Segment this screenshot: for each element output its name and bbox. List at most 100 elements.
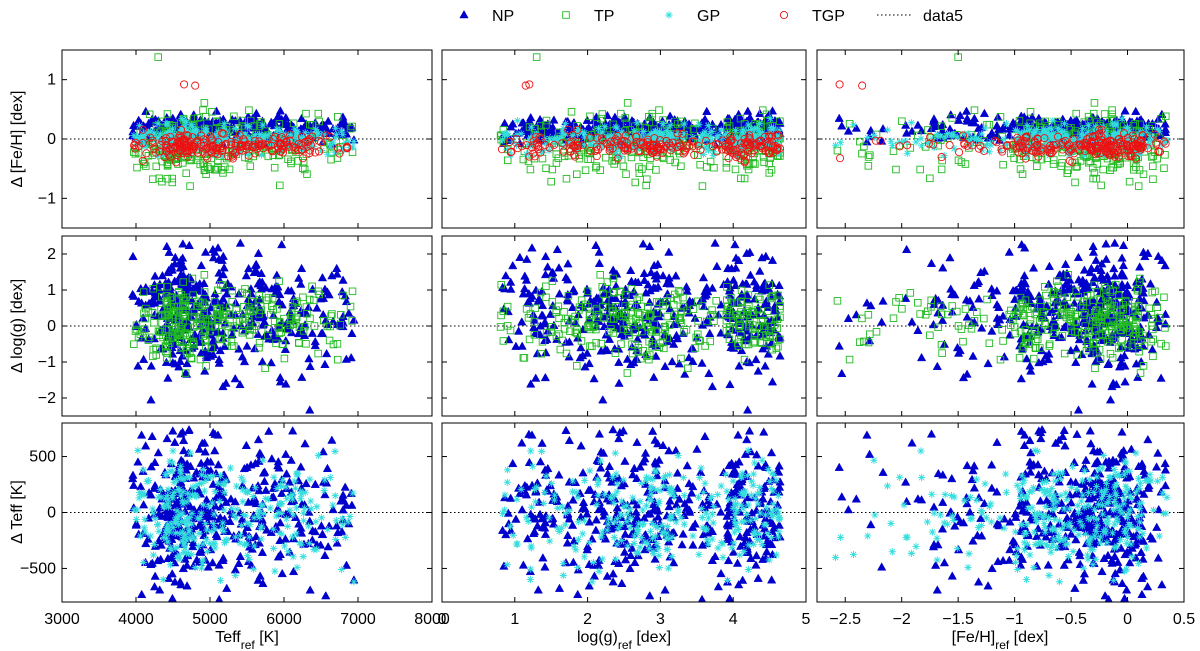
point-np	[305, 361, 315, 370]
point-np	[318, 309, 328, 319]
point-tp	[1090, 99, 1099, 107]
point-tp	[239, 303, 248, 311]
point-tgp	[765, 148, 774, 158]
point-tgp	[1019, 136, 1028, 145]
point-gp	[1051, 136, 1059, 145]
point-tgp	[1087, 137, 1096, 147]
point-tgp	[1067, 144, 1077, 154]
point-tp	[163, 110, 172, 118]
point-np	[170, 259, 180, 268]
point-gp	[501, 129, 509, 137]
point-gp	[239, 136, 247, 145]
point-np	[538, 311, 548, 320]
point-np	[157, 270, 168, 280]
point-tp	[641, 124, 649, 132]
point-tp	[287, 311, 296, 319]
point-tgp	[1124, 146, 1133, 155]
point-np	[519, 283, 530, 293]
point-np	[620, 284, 631, 293]
point-gp	[238, 130, 246, 138]
point-tgp	[505, 137, 514, 147]
point-gp	[557, 133, 565, 142]
point-np	[182, 358, 192, 368]
point-tgp	[979, 146, 989, 155]
point-gp	[179, 126, 187, 134]
point-tgp	[1022, 133, 1031, 142]
point-gp	[608, 132, 616, 140]
point-gp	[226, 136, 235, 144]
point-gp	[701, 128, 709, 136]
point-gp	[537, 149, 546, 157]
point-np	[929, 114, 939, 123]
point-tgp	[190, 140, 199, 149]
point-tp	[575, 154, 584, 163]
legend-item-data5: data5	[877, 8, 963, 25]
point-np	[707, 381, 717, 391]
point-tgp	[1065, 156, 1074, 165]
point-gp	[658, 130, 666, 138]
point-gp	[1028, 145, 1036, 153]
point-tp	[623, 99, 632, 107]
point-gp	[220, 120, 228, 128]
point-gp	[702, 132, 711, 140]
point-gp	[666, 122, 674, 130]
point-gp	[937, 132, 945, 140]
point-tgp	[512, 135, 521, 144]
point-gp	[907, 119, 915, 127]
point-tp	[274, 324, 283, 332]
point-gp	[1060, 120, 1069, 128]
point-tp	[723, 118, 732, 126]
point-tp	[764, 116, 772, 125]
point-tp	[213, 306, 222, 315]
point-gp	[1122, 125, 1130, 133]
point-gp	[1025, 126, 1033, 134]
point-np	[307, 328, 317, 337]
point-gp	[144, 129, 153, 137]
point-gp	[698, 130, 706, 139]
point-np	[168, 357, 178, 367]
point-np	[710, 238, 720, 247]
point-tp	[300, 165, 309, 174]
point-np	[662, 289, 673, 298]
point-np	[671, 271, 681, 280]
point-tgp	[1131, 139, 1140, 148]
point-tp	[286, 321, 294, 330]
point-gp	[130, 131, 138, 140]
point-tp	[996, 113, 1005, 121]
point-tp	[916, 165, 924, 174]
point-np	[575, 352, 585, 362]
point-np	[155, 296, 165, 305]
point-tgp	[597, 134, 606, 143]
point-gp	[668, 146, 676, 154]
point-gp	[674, 143, 682, 151]
point-tgp	[175, 146, 184, 155]
point-gp	[1035, 130, 1043, 139]
point-tp	[855, 137, 864, 146]
point-np	[563, 259, 573, 268]
point-gp	[338, 146, 347, 154]
point-np	[1160, 124, 1171, 133]
point-np	[147, 114, 157, 123]
point-tp	[1016, 165, 1025, 173]
point-tgp	[1124, 137, 1133, 146]
point-gp	[930, 143, 938, 152]
point-np	[517, 341, 527, 350]
point-tgp	[1040, 134, 1049, 143]
point-gp	[305, 144, 314, 152]
point-tp	[1130, 166, 1138, 174]
point-tp	[722, 164, 731, 172]
point-tgp	[175, 136, 185, 145]
point-np	[250, 343, 260, 353]
point-np	[745, 270, 756, 279]
point-np	[763, 349, 773, 358]
point-tgp	[183, 148, 192, 158]
point-np	[167, 265, 177, 274]
point-tgp	[176, 125, 186, 134]
point-np	[304, 353, 314, 363]
point-tp	[948, 114, 956, 122]
point-gp	[1022, 134, 1030, 143]
point-tp	[776, 117, 784, 125]
point-tgp	[497, 145, 507, 154]
point-np	[161, 357, 172, 366]
point-gp	[1023, 152, 1031, 160]
